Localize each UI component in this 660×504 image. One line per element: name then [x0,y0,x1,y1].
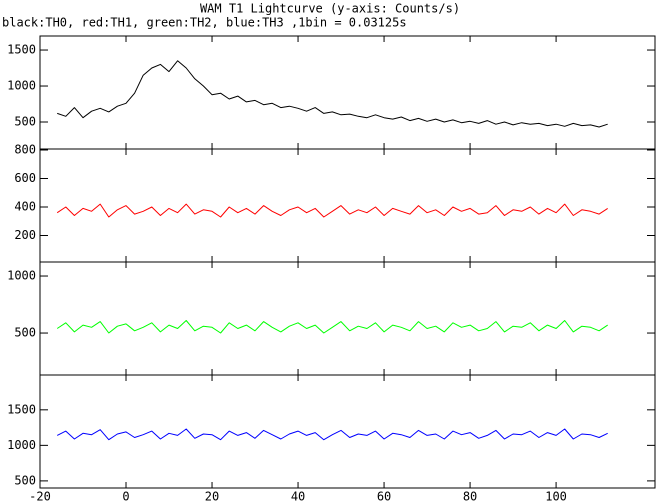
x-tick-label: 20 [205,490,219,504]
series-line [57,60,608,128]
x-tick-label: 60 [377,490,391,504]
y-tick-label: 500 [14,115,36,129]
chart-subtitle: black:TH0, red:TH1, green:TH2, blue:TH3 … [2,16,407,30]
plot-frame [39,35,656,150]
y-tick-label: 400 [14,199,36,213]
x-tick-label: -20 [29,490,51,504]
y-tick-label: 1500 [7,43,36,57]
plot-frame [39,261,656,376]
y-tick-label: 1000 [7,79,36,93]
y-tick-label: 800 [14,142,36,156]
series-line [56,428,608,441]
y-tick-label: 1000 [7,269,36,283]
x-tick-label: 40 [291,490,305,504]
y-tick-label: 200 [14,228,36,242]
x-tick-label: 80 [463,490,477,504]
chart-title: WAM T1 Lightcurve (y-axis: Counts/s) [200,2,460,16]
series-line [56,203,608,218]
y-tick-label: 500 [14,326,36,340]
plot-frame [39,374,656,489]
series-line [56,320,608,334]
y-tick-label: 1000 [7,438,36,452]
y-tick-label: 500 [14,473,36,487]
y-tick-label: 600 [14,171,36,185]
y-tick-label: 1500 [7,402,36,416]
x-tick-label: 100 [545,490,567,504]
x-tick-label: 0 [122,490,129,504]
